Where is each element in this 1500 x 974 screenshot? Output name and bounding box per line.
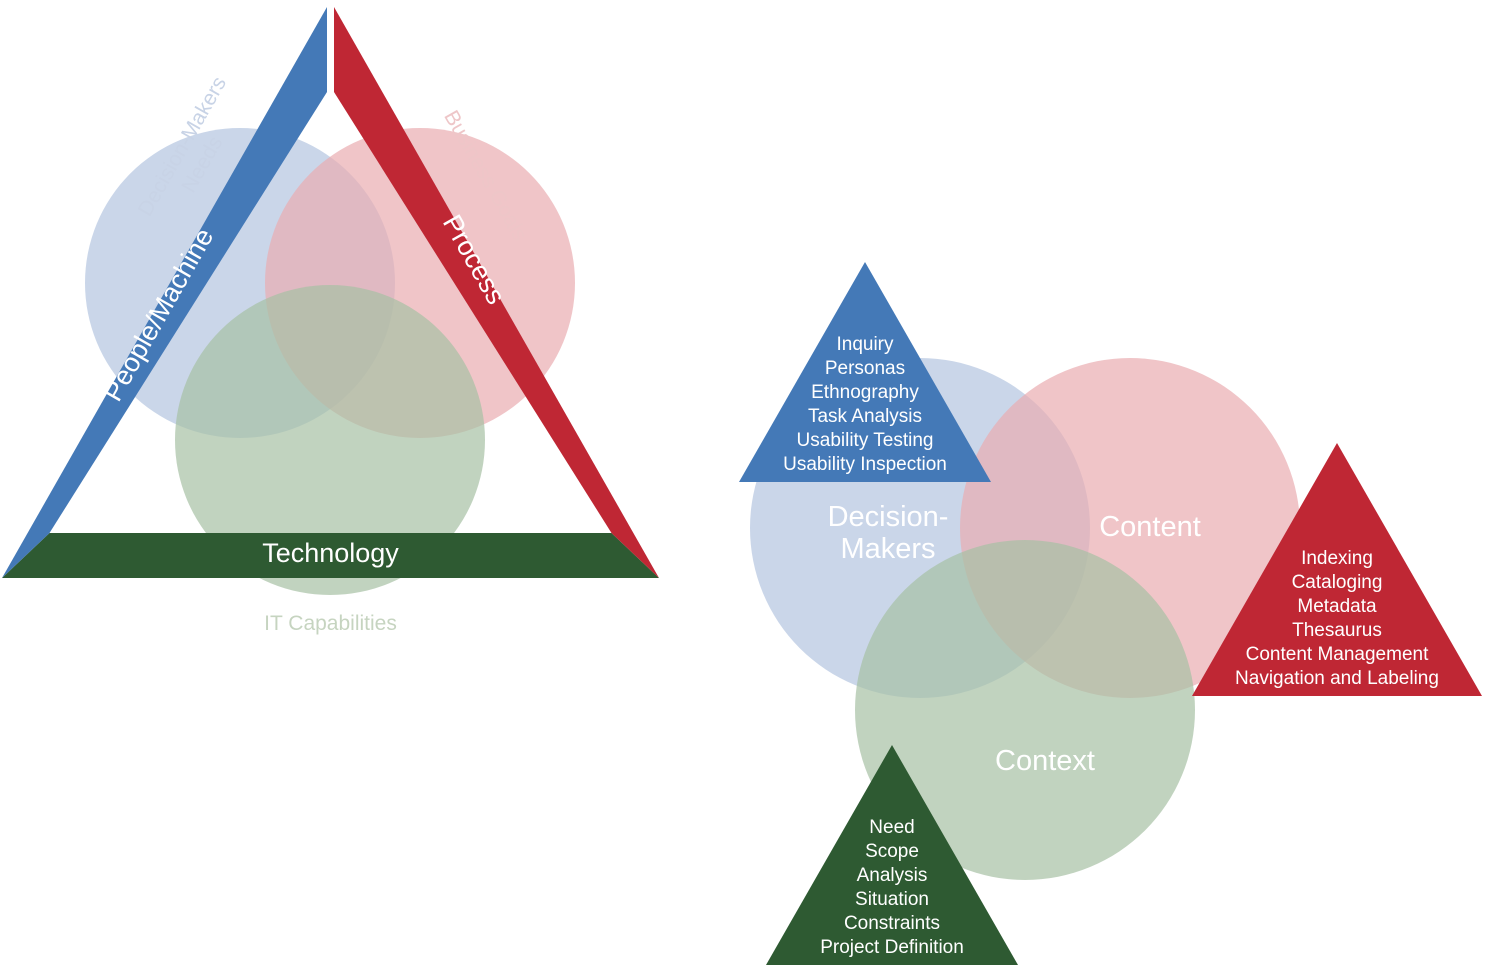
list-item: Cataloging [1292, 572, 1383, 593]
list-item: Thesaurus [1292, 620, 1382, 641]
list-item: Scope [865, 841, 919, 862]
list-item: Content Management [1246, 644, 1429, 665]
list-item: Task Analysis [808, 406, 922, 427]
list-item: Indexing [1301, 548, 1373, 569]
venn-label-dm-1: Decision- [828, 501, 949, 533]
list-item: Inquiry [836, 334, 894, 355]
list-item: Personas [825, 358, 905, 379]
list-item: Navigation and Labeling [1235, 668, 1439, 689]
right-diagram: Decision- Makers Content Context Inquiry… [739, 262, 1482, 965]
list-item: Metadata [1297, 596, 1377, 617]
list-item: Ethnography [811, 382, 919, 403]
list-item: Project Definition [820, 937, 964, 958]
list-item: Situation [855, 889, 929, 910]
venn-label-dm-2: Makers [840, 533, 935, 565]
venn-label-context: Context [995, 745, 1095, 777]
list-item: Constraints [844, 913, 940, 934]
list-item: Usability Testing [797, 430, 934, 451]
diagram-canvas: People/Machine Process Technology Decisi… [0, 0, 1500, 974]
list-item: Need [869, 817, 914, 838]
left-diagram: People/Machine Process Technology Decisi… [2, 7, 659, 635]
venn-label-content: Content [1099, 511, 1201, 543]
list-item: Analysis [857, 865, 928, 886]
label-technology: Technology [262, 538, 399, 568]
sub-it-capabilities: IT Capabilities [264, 612, 397, 635]
list-item: Usability Inspection [783, 454, 947, 475]
